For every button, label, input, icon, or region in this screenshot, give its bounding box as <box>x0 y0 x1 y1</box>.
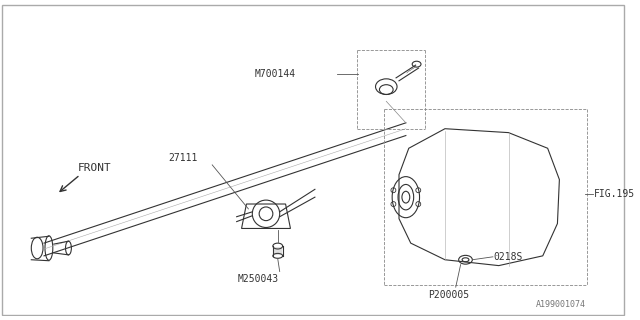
Text: 0218S: 0218S <box>494 252 524 262</box>
Text: FRONT: FRONT <box>78 163 112 173</box>
Text: M700144: M700144 <box>254 69 296 79</box>
Text: A199001074: A199001074 <box>536 300 586 309</box>
Text: FIG.195: FIG.195 <box>594 189 635 199</box>
Text: 27111: 27111 <box>168 153 198 163</box>
Text: M250043: M250043 <box>237 274 279 284</box>
Text: P200005: P200005 <box>428 290 470 300</box>
